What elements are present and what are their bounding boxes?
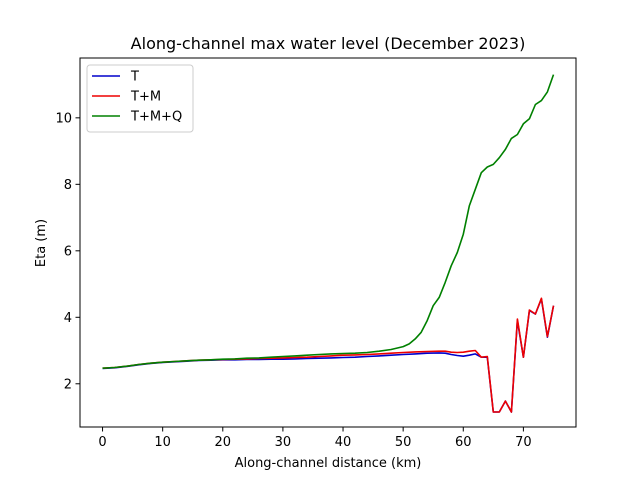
x-tick-label: 50 (395, 435, 412, 450)
y-tick-label: 10 (55, 111, 72, 126)
series-line-t-plus-m-plus-q (102, 74, 555, 369)
legend-label: T+M+Q (130, 110, 182, 125)
chart-title: Along-channel max water level (December … (131, 34, 526, 53)
y-axis-title: Eta (m) (34, 219, 49, 267)
plot-area (102, 74, 555, 413)
x-tick-label: 40 (335, 435, 352, 450)
x-tick-label: 10 (154, 435, 171, 450)
y-tick-label: 8 (64, 178, 72, 193)
x-axis-title: Along-channel distance (km) (235, 456, 422, 471)
y-tick-label: 2 (64, 377, 72, 392)
x-tick-label: 0 (98, 435, 106, 450)
x-tick-label: 30 (275, 435, 292, 450)
legend: T T+M T+M+Q (86, 64, 194, 133)
series-line-t-plus-m (102, 297, 555, 413)
y-tick-label: 4 (64, 311, 72, 326)
y-tick-label: 6 (64, 244, 72, 259)
plot-frame (79, 57, 577, 428)
x-tick-label: 20 (215, 435, 232, 450)
legend-label: T+M (130, 90, 161, 105)
x-axis: 0 10 20 30 40 50 60 70 (98, 427, 532, 450)
legend-label: T (130, 70, 139, 85)
x-tick-label: 60 (455, 435, 472, 450)
y-axis: 2 4 6 8 10 (55, 111, 80, 392)
x-tick-label: 70 (515, 435, 532, 450)
